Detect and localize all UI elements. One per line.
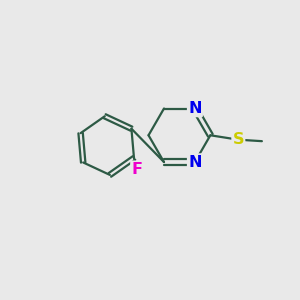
- Text: S: S: [232, 132, 244, 147]
- Text: N: N: [188, 154, 202, 169]
- Text: N: N: [188, 101, 202, 116]
- Text: F: F: [131, 162, 142, 177]
